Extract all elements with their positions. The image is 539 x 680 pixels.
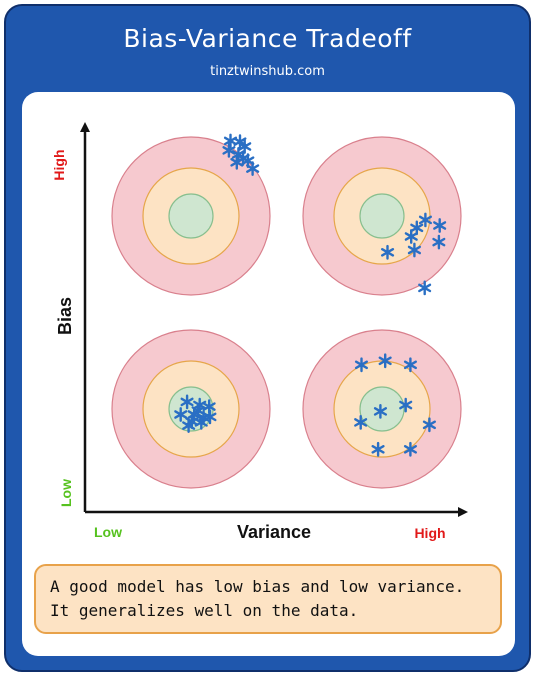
x-axis-title: Variance — [237, 522, 311, 542]
asterisk-marker — [399, 397, 413, 413]
asterisk-marker — [174, 407, 188, 422]
target-high-bias-high-variance — [302, 136, 462, 296]
asterisk-marker — [433, 218, 447, 233]
page-title: Bias-Variance Tradeoff — [123, 24, 412, 53]
x-axis-low-label: Low — [94, 524, 122, 540]
asterisk-marker — [191, 403, 205, 418]
target-high-bias-low-variance — [111, 133, 271, 296]
asterisk-marker — [403, 441, 417, 457]
target-bullseye — [168, 193, 214, 239]
asterisk-marker — [354, 357, 368, 373]
takeaway-note: A good model has low bias and low varian… — [34, 564, 502, 634]
y-axis-low-label: Low — [58, 479, 74, 507]
asterisk-marker — [418, 280, 432, 296]
note-line-1: A good model has low bias and low varian… — [50, 577, 465, 596]
asterisk-marker — [381, 244, 395, 260]
asterisk-marker — [378, 353, 392, 369]
asterisk-marker — [194, 415, 208, 430]
asterisk-marker — [373, 404, 387, 419]
asterisk-marker — [432, 234, 446, 250]
target-low-bias-high-variance — [302, 329, 462, 489]
targets-group — [111, 133, 462, 489]
asterisk-marker — [407, 242, 421, 258]
asterisk-marker — [403, 357, 417, 373]
asterisk-marker — [246, 161, 260, 177]
asterisk-marker — [371, 441, 385, 457]
y-axis-high-label: High — [51, 149, 67, 180]
asterisk-marker — [354, 415, 368, 430]
y-axis-title: Bias — [55, 297, 75, 335]
asterisk-marker — [404, 229, 418, 244]
asterisk-marker — [180, 394, 194, 410]
asterisk-marker — [236, 150, 250, 166]
asterisk-marker — [422, 417, 436, 433]
asterisk-marker — [222, 142, 236, 158]
x-axis-high-label: High — [414, 525, 445, 541]
asterisk-marker — [410, 220, 424, 236]
asterisk-marker — [182, 418, 196, 433]
asterisk-marker — [418, 212, 432, 228]
page-subtitle: tinztwinshub.com — [210, 64, 325, 79]
target-bullseye — [359, 386, 405, 432]
target-low-bias-low-variance — [111, 329, 271, 489]
asterisk-marker — [238, 139, 252, 154]
note-line-2: It generalizes well on the data. — [50, 601, 359, 620]
target-bullseye — [359, 193, 405, 239]
